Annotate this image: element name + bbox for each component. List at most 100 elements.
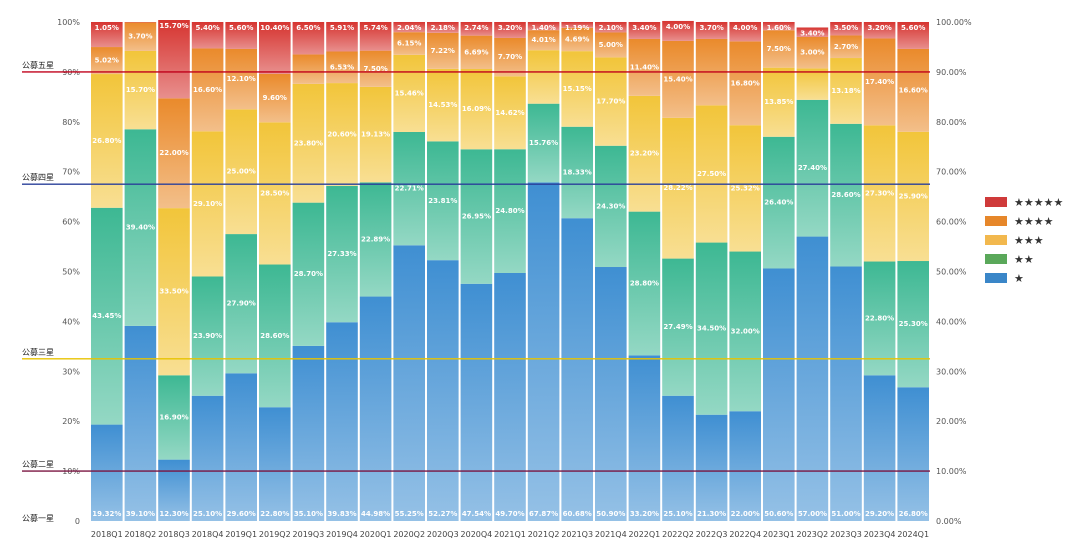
segment-label: 23.20% (630, 150, 659, 158)
x-tick-label: 2021Q3 (561, 530, 593, 539)
bar-segment (259, 264, 291, 408)
segment-label: 3.40% (632, 24, 656, 32)
bar-segment (225, 109, 257, 235)
segment-label: 15.70% (159, 22, 188, 30)
segment-label: 24.30% (596, 202, 625, 210)
segment-label: 3.00% (800, 49, 824, 57)
bar-segment (763, 136, 795, 269)
bar-segment (259, 73, 291, 123)
legend-swatch (985, 254, 1007, 264)
bar-segment (595, 32, 627, 58)
bar-segment (897, 131, 929, 262)
bar-segment (359, 86, 392, 183)
bar-segment (695, 414, 728, 521)
reference-label: 公募五星 (22, 60, 54, 70)
legend-swatch (985, 273, 1007, 283)
bar-segment (729, 41, 761, 126)
segment-label: 5.60% (901, 24, 925, 32)
legend-label: ★★ (1014, 253, 1034, 266)
bar-segment (595, 145, 627, 268)
x-tick-label: 2019Q4 (326, 530, 358, 539)
segment-label: 28.60% (831, 191, 860, 199)
bar-segment (225, 234, 257, 374)
bar-segment (460, 22, 493, 36)
bar-segment (326, 322, 358, 521)
segment-label: 51.00% (831, 510, 860, 518)
segment-label: 22.80% (260, 510, 289, 518)
segment-label: 14.53% (428, 101, 457, 109)
segment-label: 24.80% (495, 207, 524, 215)
segment-label: 7.50% (363, 65, 387, 73)
y-tick-right: 90.00% (936, 68, 967, 77)
bar-segment (225, 373, 257, 521)
segment-label: 5.91% (330, 24, 354, 32)
bar-segment (628, 38, 661, 96)
bar-segment (729, 411, 761, 521)
x-tick-label: 2022Q2 (662, 530, 694, 539)
bar-segment (863, 375, 896, 521)
bar-segment (561, 126, 593, 219)
bar-segment (561, 51, 593, 127)
bar-segment (863, 22, 896, 39)
x-tick-label: 2019Q1 (225, 530, 257, 539)
segment-label: 1.19% (565, 24, 589, 32)
x-tick-label: 2019Q3 (293, 530, 325, 539)
bar-segment (527, 50, 560, 104)
segment-label: 10.40% (260, 24, 289, 32)
left-y-axis: 010%20%30%40%50%60%70%80%90%100% (57, 18, 80, 526)
x-tick-label: 2023Q2 (797, 530, 829, 539)
y-tick-right: 100.00% (936, 18, 972, 27)
bar-segment (427, 22, 459, 33)
y-tick-left: 30% (62, 367, 80, 376)
bar-segment (427, 32, 459, 69)
x-tick-label: 2018Q4 (192, 530, 224, 539)
bar-segment (91, 47, 123, 75)
bar-segment (628, 22, 661, 39)
segment-label: 3.70% (128, 33, 152, 41)
segment-label: 25.30% (899, 320, 928, 328)
bar-segment (494, 22, 526, 38)
segment-label: 43.45% (92, 312, 121, 320)
bar-segment (191, 48, 224, 132)
y-tick-left: 0 (75, 517, 80, 526)
segment-label: 33.20% (630, 510, 659, 518)
segment-label: 29.60% (227, 510, 256, 518)
bar-segment (326, 185, 358, 323)
segment-label: 3.40% (800, 29, 824, 37)
segment-label: 2.18% (431, 24, 455, 32)
bar-segment (225, 48, 257, 110)
segment-label: 7.50% (767, 45, 791, 53)
bar-segment (729, 251, 761, 412)
bar-segment (427, 260, 459, 521)
segment-label: 20.60% (327, 130, 356, 138)
bar-segment (393, 32, 425, 55)
y-tick-left: 40% (62, 317, 80, 326)
y-tick-right: 80.00% (936, 118, 967, 127)
segment-label: 5.40% (195, 24, 219, 32)
bar-segment (91, 207, 123, 425)
y-tick-left: 50% (62, 268, 80, 277)
bar-segment (124, 50, 157, 130)
segment-label: 26.95% (462, 213, 491, 221)
bar-segment (259, 22, 291, 74)
bar-segment (191, 22, 224, 49)
segment-label: 39.40% (126, 224, 155, 232)
segment-label: 25.10% (193, 510, 222, 518)
reference-label: 公募一星 (22, 513, 54, 523)
segment-label: 28.80% (630, 279, 659, 287)
segment-label: 16.80% (731, 79, 760, 87)
bar-segment (527, 22, 560, 31)
segment-label: 12.10% (227, 75, 256, 83)
bar-segment (158, 375, 190, 460)
bar-segment (796, 68, 829, 100)
segment-label: 27.50% (697, 170, 726, 178)
bar-segment (662, 117, 694, 259)
bar-segment (628, 211, 661, 356)
segment-label: 33.50% (159, 288, 188, 296)
legend: ★★★★★★★★★★★★★★★ (985, 196, 1063, 285)
segment-label: 6.15% (397, 40, 421, 48)
bar-segment (259, 122, 291, 265)
bar-segment (729, 125, 761, 252)
bar-segment (830, 35, 862, 59)
